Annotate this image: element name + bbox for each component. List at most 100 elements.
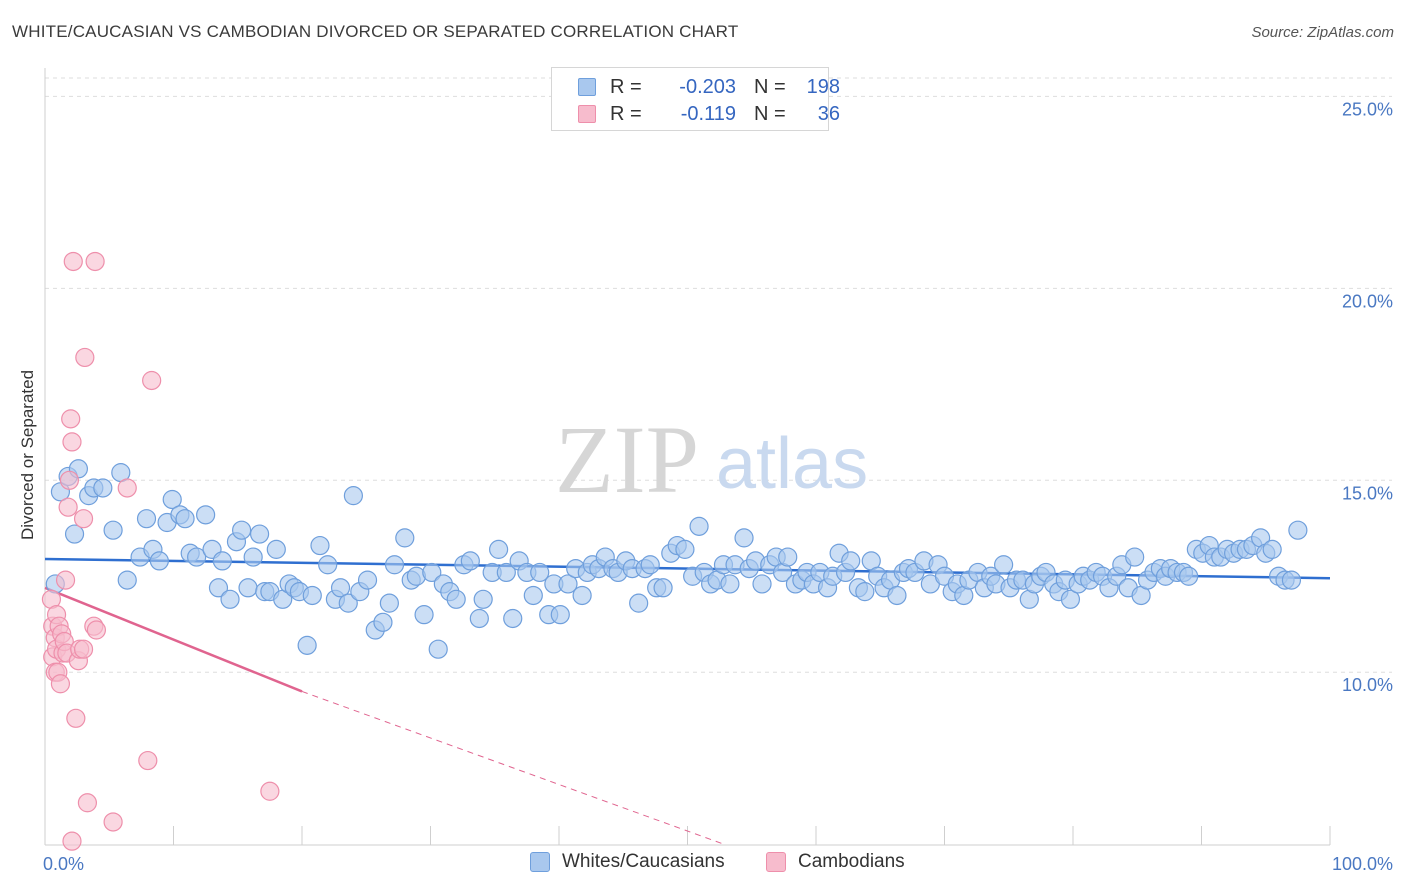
y-tick-labels: 10.0% 15.0% 20.0% 25.0% — [1342, 99, 1393, 695]
y-tick-label: 25.0% — [1342, 99, 1393, 119]
point-whites — [395, 528, 415, 548]
point-whites — [175, 509, 195, 529]
point-whites — [384, 555, 405, 575]
stats-legend: R = -0.203 N = 198 R = -0.119 N = 36 — [551, 67, 840, 131]
point-whites — [302, 585, 322, 606]
point-whites — [1262, 539, 1282, 559]
y-axis-label: Divorced or Separated — [18, 370, 37, 540]
point-whites — [640, 555, 660, 575]
point-whites — [1060, 589, 1081, 609]
point-whites — [162, 489, 182, 510]
point-whites — [238, 578, 258, 598]
legend-swatch-blue — [530, 852, 550, 872]
trend-line-cambodians — [44, 586, 303, 693]
point-whites — [196, 505, 216, 525]
legend-item-cambodians[interactable]: Cambodians — [766, 851, 905, 873]
legend-r-value: -0.203 — [679, 75, 736, 98]
y-tick-label: 15.0% — [1342, 483, 1393, 503]
point-whites — [338, 593, 358, 613]
point-cambodians — [50, 674, 71, 694]
axes — [44, 68, 1331, 846]
point-cambodians — [59, 470, 80, 490]
point-whites — [220, 589, 240, 609]
point-cambodians — [73, 639, 94, 659]
legend-label-cambodians: Cambodians — [798, 851, 905, 872]
point-cambodians — [66, 708, 86, 728]
point-whites — [212, 551, 232, 571]
point-whites — [572, 585, 592, 606]
legend-r-label: R = — [610, 102, 642, 125]
point-whites — [243, 547, 263, 567]
series-legend: Whites/Caucasians Cambodians — [0, 851, 1406, 877]
legend-swatch-pink — [766, 852, 786, 872]
point-cambodians — [62, 432, 82, 452]
point-whites — [503, 608, 523, 629]
point-cambodians — [61, 409, 81, 429]
point-whites — [266, 539, 286, 559]
point-whites — [1179, 566, 1199, 586]
point-whites — [343, 486, 363, 506]
point-whites — [489, 539, 509, 559]
watermark-atlas: atlas — [716, 424, 868, 504]
point-cambodians — [138, 750, 158, 771]
point-whites — [232, 520, 252, 540]
legend-r-label: R = — [610, 75, 642, 98]
point-whites — [117, 570, 137, 590]
point-whites — [310, 535, 330, 556]
point-cambodians — [62, 831, 82, 851]
point-whites — [675, 539, 695, 559]
point-whites — [428, 639, 448, 659]
point-whites — [778, 547, 798, 567]
point-cambodians — [58, 497, 78, 517]
watermark-zip: ZIP — [555, 406, 699, 513]
point-cambodians — [77, 793, 98, 813]
point-cambodians — [142, 370, 162, 391]
point-cambodians — [260, 781, 280, 801]
point-cambodians — [86, 620, 107, 640]
point-whites — [550, 605, 570, 625]
point-cambodians — [73, 509, 94, 529]
point-whites — [653, 578, 673, 598]
point-whites — [318, 555, 338, 575]
point-whites — [64, 524, 85, 544]
legend-row-whites: R = -0.203 N = 198 — [578, 74, 840, 100]
point-whites — [1288, 520, 1308, 540]
point-whites — [136, 509, 157, 529]
y-tick-label: 10.0% — [1342, 675, 1393, 695]
point-whites — [558, 574, 578, 594]
point-whites — [249, 524, 270, 544]
point-whites — [460, 551, 480, 571]
point-cambodians — [55, 570, 76, 590]
point-whites — [103, 520, 123, 540]
point-whites — [357, 570, 378, 590]
legend-label-whites: Whites/Caucasians — [562, 851, 725, 872]
point-cambodians — [117, 478, 137, 498]
x-tick-label: 0.0% — [43, 854, 84, 874]
point-whites — [297, 635, 317, 655]
y-tick-label: 20.0% — [1342, 291, 1393, 311]
point-whites — [208, 578, 229, 598]
point-cambodians — [85, 251, 105, 272]
point-whites — [752, 574, 772, 594]
point-whites — [422, 562, 442, 583]
point-whites — [330, 578, 351, 598]
point-whites — [93, 478, 113, 498]
legend-item-whites[interactable]: Whites/Caucasians — [530, 851, 725, 873]
point-cambodians — [63, 251, 83, 272]
source-credit: Source: ZipAtlas.com — [1251, 24, 1394, 41]
series-cambodians-points — [41, 251, 280, 851]
point-whites — [994, 555, 1014, 575]
point-whites — [446, 589, 466, 609]
point-whites — [414, 605, 434, 625]
watermark: ZIP atlas — [555, 406, 868, 513]
point-whites — [187, 547, 207, 567]
point-cambodians — [103, 812, 123, 832]
point-whites — [496, 562, 516, 583]
point-whites — [1125, 547, 1145, 567]
point-cambodians — [75, 347, 95, 368]
x-tick-label: 100.0% — [1332, 854, 1393, 874]
point-whites — [149, 551, 169, 571]
trend-line-cambodians-extension — [301, 690, 727, 846]
legend-n-value: 36 — [817, 102, 840, 125]
